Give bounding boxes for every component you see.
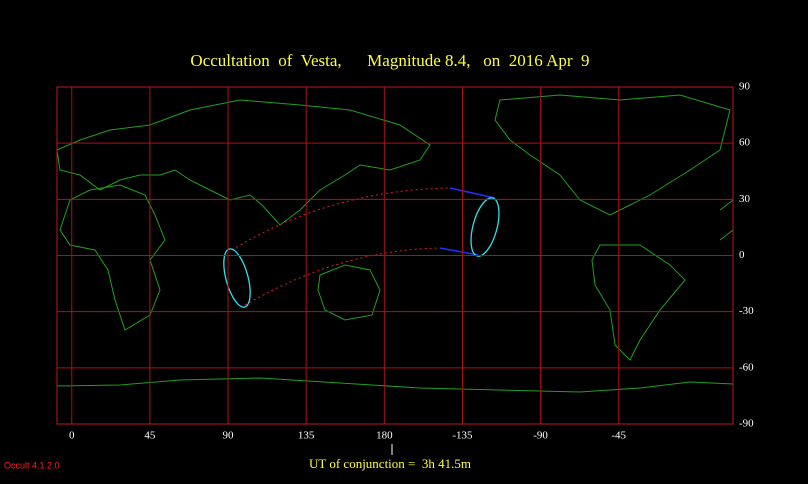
eurasia — [56, 99, 431, 226]
version-label: Occult 4.1.2.0 — [4, 460, 60, 470]
south-america — [591, 244, 686, 361]
x-tick-label: 135 — [298, 430, 315, 442]
y-tick-label: -30 — [739, 305, 754, 317]
south-limit — [244, 247, 441, 306]
x-tick-label: 45 — [144, 430, 156, 442]
x-tick-label: 0 — [69, 430, 75, 442]
x-tick-label: -45 — [611, 430, 626, 442]
coast-edge — [719, 199, 734, 241]
x-tick-label: 180 — [376, 430, 393, 442]
x-tick-label: -90 — [533, 430, 548, 442]
north-limit-day — [449, 187, 496, 199]
map-frame — [56, 86, 734, 425]
x-tick-label: -135 — [452, 430, 473, 442]
y-tick-label: 90 — [739, 81, 751, 93]
north-america — [494, 94, 731, 216]
y-tick-label: 60 — [739, 137, 751, 149]
x-tick-label: 90 — [223, 430, 235, 442]
south-limit-day — [439, 247, 479, 256]
australia — [317, 264, 381, 321]
axes: 0 45 90 135 180 -135 -90 -45 90 60 30 0 -30 -60 -90 — [57, 81, 754, 442]
y-tick-label: 0 — [739, 249, 745, 261]
conjunction-label: UT of conjunction = 3h 41.5m — [309, 456, 471, 471]
y-tick-label: 30 — [739, 193, 751, 205]
y-tick-label: -90 — [739, 418, 754, 430]
shadow-ellipse — [223, 248, 251, 308]
map-title: Occultation of Vesta, Magnitude 8.4, on … — [190, 51, 589, 70]
antarctica — [56, 377, 734, 393]
y-tick-label: -60 — [739, 361, 754, 373]
